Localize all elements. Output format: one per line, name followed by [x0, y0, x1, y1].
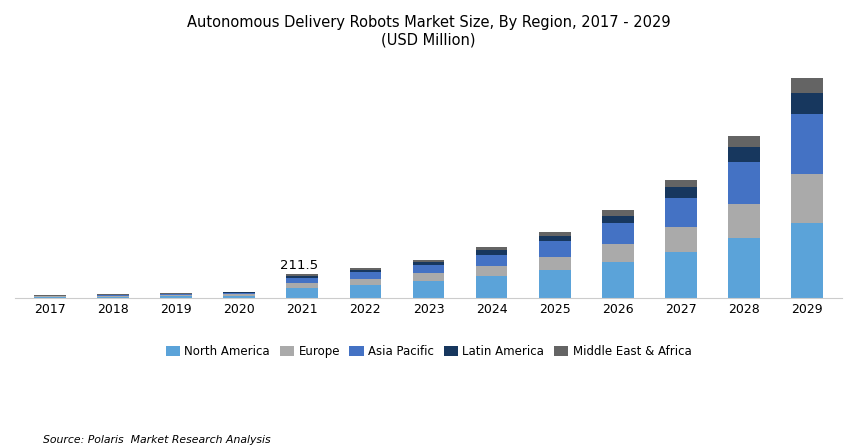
Bar	[728, 136, 760, 147]
Bar	[286, 275, 318, 278]
Legend: North America, Europe, Asia Pacific, Latin America, Middle East & Africa: North America, Europe, Asia Pacific, Lat…	[161, 340, 696, 363]
Bar	[413, 261, 444, 265]
Bar	[539, 241, 571, 257]
Bar	[792, 223, 823, 299]
Bar	[97, 297, 129, 299]
Bar	[476, 255, 507, 266]
Bar	[602, 211, 633, 216]
Bar	[665, 252, 697, 299]
Bar	[286, 287, 318, 299]
Bar	[476, 266, 507, 276]
Bar	[350, 270, 381, 272]
Bar	[224, 294, 255, 295]
Bar	[539, 232, 571, 236]
Bar	[728, 147, 760, 162]
Bar	[413, 260, 444, 261]
Bar	[160, 294, 192, 295]
Bar	[224, 295, 255, 299]
Bar	[413, 274, 444, 281]
Bar	[665, 187, 697, 198]
Text: Source: Polaris  Market Research Analysis: Source: Polaris Market Research Analysis	[43, 435, 271, 445]
Bar	[160, 295, 192, 296]
Bar	[665, 198, 697, 228]
Bar	[413, 265, 444, 274]
Bar	[413, 281, 444, 299]
Bar	[539, 270, 571, 299]
Bar	[792, 93, 823, 114]
Text: 211.5: 211.5	[280, 259, 318, 272]
Bar	[476, 250, 507, 255]
Bar	[350, 272, 381, 279]
Bar	[350, 285, 381, 299]
Bar	[97, 296, 129, 297]
Bar	[792, 174, 823, 223]
Bar	[665, 228, 697, 252]
Bar	[602, 262, 633, 299]
Bar	[539, 236, 571, 241]
Bar	[476, 247, 507, 250]
Bar	[792, 114, 823, 174]
Bar	[728, 238, 760, 299]
Bar	[160, 296, 192, 299]
Bar	[728, 204, 760, 238]
Bar	[34, 297, 65, 299]
Bar	[350, 279, 381, 285]
Bar	[476, 276, 507, 299]
Bar	[602, 224, 633, 244]
Bar	[286, 274, 318, 275]
Bar	[665, 180, 697, 187]
Bar	[539, 257, 571, 270]
Bar	[728, 162, 760, 204]
Title: Autonomous Delivery Robots Market Size, By Region, 2017 - 2029
(USD Million): Autonomous Delivery Robots Market Size, …	[187, 15, 670, 47]
Bar	[792, 78, 823, 93]
Bar	[350, 268, 381, 270]
Bar	[97, 295, 129, 296]
Bar	[602, 244, 633, 262]
Bar	[224, 292, 255, 294]
Bar	[286, 278, 318, 283]
Bar	[224, 291, 255, 292]
Bar	[34, 296, 65, 297]
Bar	[286, 283, 318, 287]
Bar	[602, 216, 633, 224]
